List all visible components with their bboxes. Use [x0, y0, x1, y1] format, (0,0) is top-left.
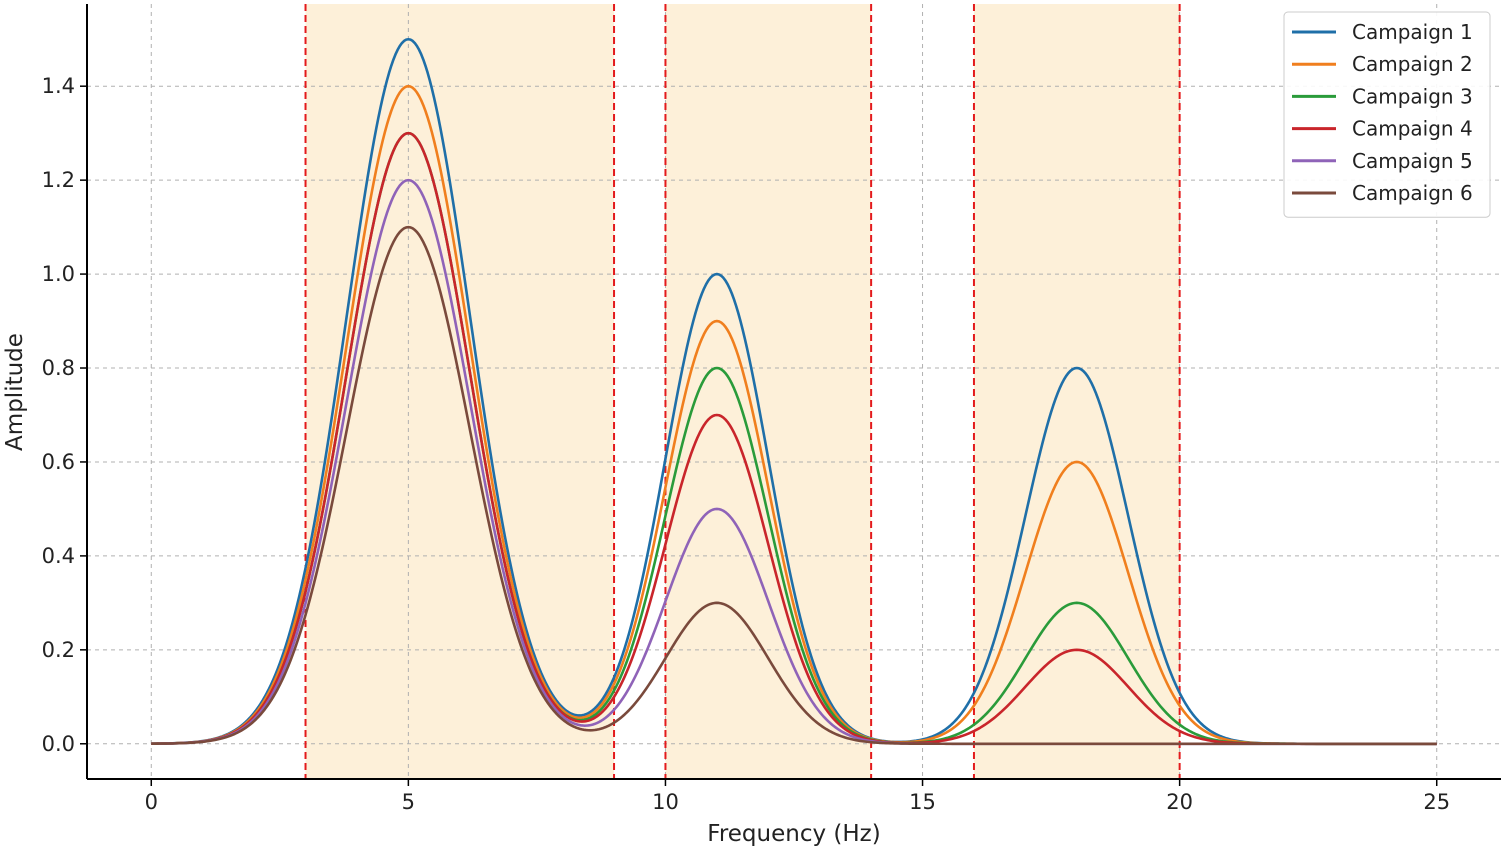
band-region-1 [305, 4, 615, 779]
x-axis-label: Frequency (Hz) [707, 821, 880, 847]
y-tick-label: 0.6 [42, 450, 75, 474]
legend: Campaign 1 Campaign 2 Campaign 3 Campaign 4… [1283, 11, 1491, 218]
y-tick-label: 1.4 [42, 74, 75, 98]
series-line-campaign-6 [151, 225, 1437, 746]
legend-label-campaign-4: Campaign 4 [1352, 117, 1473, 141]
x-tick-label: 0 [145, 790, 158, 814]
legend-label-campaign-3: Campaign 3 [1352, 84, 1473, 108]
x-tick-label: 15 [909, 790, 936, 814]
y-tick-label: 0.8 [42, 356, 75, 380]
y-tick-label: 1.0 [42, 262, 75, 286]
series-line-campaign-4 [151, 131, 1437, 746]
y-tick-label: 0.4 [42, 544, 75, 568]
band-edges [304, 4, 1181, 779]
y-axis-label: Amplitude [2, 333, 28, 451]
frequency-bands [305, 4, 1180, 779]
y-tick-label: 0.2 [42, 638, 75, 662]
y-tick-label: 0.0 [42, 732, 75, 756]
ticks: 0 5 10 15 20 25 0.0 0.2 0.4 0.6 0.8 1.0 1.2 1.4 [42, 74, 1451, 814]
x-tick-label: 10 [652, 790, 679, 814]
series-lines [151, 37, 1437, 746]
x-tick-label: 25 [1423, 790, 1450, 814]
y-tick-label: 1.2 [42, 168, 75, 192]
legend-label-campaign-5: Campaign 5 [1352, 149, 1473, 173]
series-line-campaign-2 [151, 84, 1437, 746]
band-region-3 [973, 4, 1180, 779]
legend-label-campaign-6: Campaign 6 [1352, 181, 1473, 205]
series-line-campaign-1 [151, 37, 1437, 746]
legend-label-campaign-1: Campaign 1 [1352, 20, 1473, 44]
band-region-2 [665, 4, 872, 779]
x-tick-label: 20 [1166, 790, 1193, 814]
legend-label-campaign-2: Campaign 2 [1352, 52, 1473, 76]
x-tick-label: 5 [402, 790, 415, 814]
